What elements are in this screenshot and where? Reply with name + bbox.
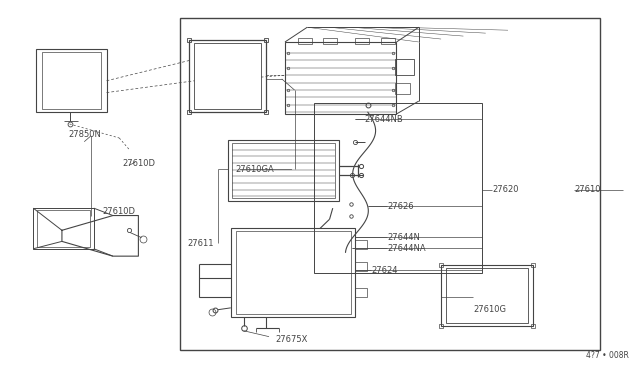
Bar xyxy=(37,211,90,247)
Bar xyxy=(298,38,312,44)
Bar xyxy=(394,59,413,75)
Text: 27620: 27620 xyxy=(492,185,518,194)
Text: 27610D: 27610D xyxy=(103,207,136,217)
Bar xyxy=(189,40,266,112)
Text: 27675X: 27675X xyxy=(275,335,308,344)
Text: 27610GA: 27610GA xyxy=(236,165,275,174)
Bar xyxy=(285,42,396,114)
Bar xyxy=(314,103,483,273)
Text: 27611: 27611 xyxy=(188,239,214,248)
Bar xyxy=(231,228,355,317)
Bar xyxy=(355,240,367,249)
Bar xyxy=(236,231,351,314)
Text: 4?7 • 008R: 4?7 • 008R xyxy=(586,350,629,359)
Bar xyxy=(33,208,94,249)
Bar xyxy=(381,38,394,44)
Bar xyxy=(42,52,101,109)
Text: 27644N: 27644N xyxy=(387,233,420,242)
Bar xyxy=(228,140,339,201)
Bar xyxy=(195,43,261,109)
Text: 27644NB: 27644NB xyxy=(365,115,403,124)
Bar xyxy=(355,262,367,271)
Bar xyxy=(355,288,367,297)
Bar xyxy=(355,38,369,44)
Text: 27610G: 27610G xyxy=(473,305,506,314)
Text: 27610D: 27610D xyxy=(122,159,156,169)
Text: 27624: 27624 xyxy=(371,266,397,275)
Bar xyxy=(36,49,106,112)
Bar xyxy=(232,143,335,198)
Text: 27610: 27610 xyxy=(575,185,602,194)
Bar xyxy=(446,268,529,323)
Bar xyxy=(394,83,410,94)
Bar xyxy=(180,18,600,350)
Text: 27644NA: 27644NA xyxy=(387,244,426,253)
Text: 27626: 27626 xyxy=(387,202,413,211)
Bar xyxy=(441,265,534,326)
Text: 27850N: 27850N xyxy=(68,130,101,139)
Bar xyxy=(323,38,337,44)
